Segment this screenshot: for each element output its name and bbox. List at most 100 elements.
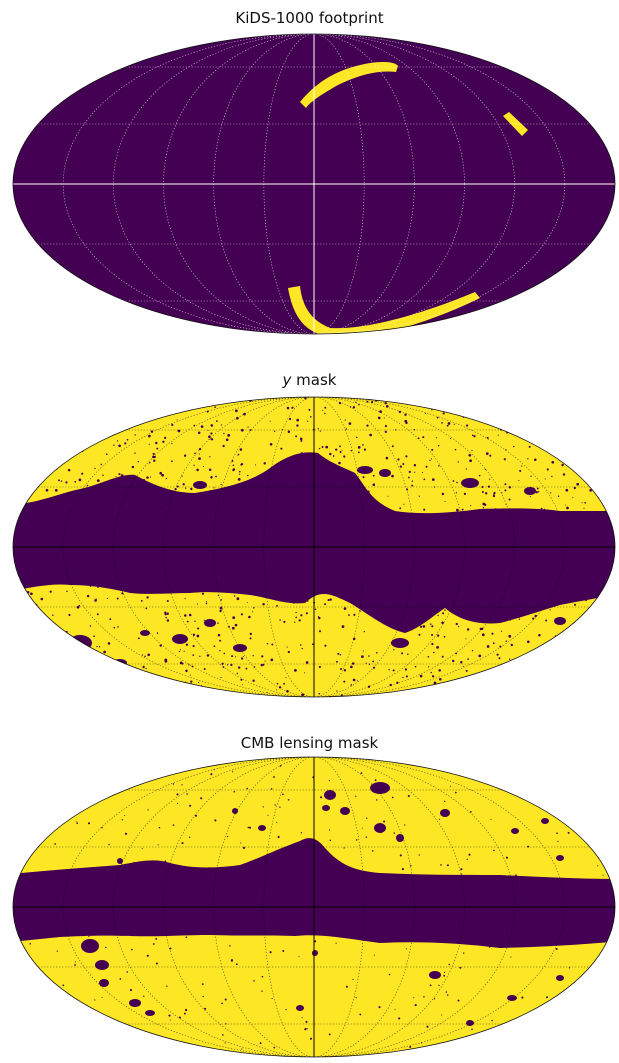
point-source-hole — [182, 483, 185, 486]
point-source-hole — [301, 1017, 303, 1019]
point-source-hole — [607, 632, 610, 635]
point-source-hole — [31, 883, 33, 885]
point-source-hole — [478, 881, 481, 883]
point-source-hole — [84, 665, 86, 667]
point-source-hole — [458, 571, 460, 573]
point-source-hole — [517, 691, 519, 694]
point-source-hole — [542, 896, 544, 899]
point-source-hole — [156, 492, 159, 496]
point-source-hole — [294, 475, 297, 478]
point-source-hole — [169, 573, 172, 576]
point-source-hole — [505, 922, 508, 925]
point-source-hole — [100, 567, 103, 570]
point-source-hole — [544, 478, 546, 480]
point-source-hole — [355, 436, 358, 439]
point-source-hole — [271, 696, 273, 697]
point-source-hole — [132, 668, 135, 672]
point-source-hole — [163, 695, 166, 697]
point-source-hole — [472, 594, 476, 598]
point-source-hole — [279, 765, 282, 767]
point-source-hole — [389, 887, 391, 889]
point-source-hole — [235, 409, 238, 413]
point-source-hole — [565, 554, 569, 557]
point-source-hole — [94, 999, 96, 1001]
point-source-hole — [501, 492, 503, 494]
point-source-hole — [524, 411, 526, 413]
point-source-hole — [594, 473, 597, 477]
point-source-hole — [329, 861, 331, 863]
point-source-hole — [431, 625, 434, 628]
point-source-hole — [18, 1011, 21, 1014]
point-source-hole — [212, 505, 215, 508]
point-source-hole — [611, 457, 613, 459]
point-source-hole — [431, 448, 434, 451]
point-source-hole — [323, 930, 326, 933]
point-source-hole — [38, 534, 41, 537]
point-source-hole — [50, 436, 53, 439]
point-source-hole — [546, 656, 549, 660]
point-source-hole — [276, 605, 278, 607]
point-source-hole — [446, 864, 449, 867]
point-source-hole — [427, 655, 430, 658]
point-source-hole — [377, 397, 381, 401]
point-source-hole — [148, 434, 151, 438]
point-source-hole — [458, 626, 460, 628]
point-source-hole — [321, 446, 324, 448]
point-source-hole — [65, 414, 67, 416]
point-source-hole — [118, 512, 120, 515]
point-source-hole — [242, 684, 244, 686]
point-source-hole — [143, 478, 145, 481]
point-source-hole — [286, 646, 288, 648]
point-source-hole — [294, 856, 296, 858]
point-source-hole — [126, 542, 130, 545]
point-source-hole — [205, 601, 207, 603]
point-source-hole — [470, 505, 472, 507]
point-source-hole — [80, 408, 82, 410]
point-source-hole — [428, 405, 431, 408]
point-source-hole — [115, 514, 117, 516]
point-source-hole — [578, 912, 581, 915]
point-source-hole — [379, 539, 381, 541]
point-source-hole — [583, 928, 586, 931]
point-source-hole — [325, 445, 329, 449]
point-source-hole — [431, 633, 434, 637]
point-source-hole — [331, 473, 333, 475]
point-source-hole — [345, 985, 348, 988]
point-source-hole — [98, 646, 101, 648]
point-source-hole — [414, 1004, 417, 1007]
point-source-hole — [501, 901, 504, 904]
point-source-hole — [468, 453, 472, 457]
point-source-hole — [606, 523, 609, 526]
point-source-hole — [374, 571, 377, 574]
point-source-hole — [433, 587, 436, 591]
point-source-hole — [468, 853, 471, 856]
point-source-hole — [451, 404, 453, 406]
point-source-hole — [45, 488, 49, 492]
point-source-hole — [448, 963, 451, 966]
point-source-hole — [404, 550, 408, 554]
point-source-hole — [533, 665, 536, 667]
point-source-hole — [311, 470, 314, 473]
point-source-hole — [41, 560, 44, 563]
point-source-hole — [566, 506, 569, 510]
point-source-hole — [220, 677, 222, 679]
point-source-hole — [390, 575, 393, 578]
point-source-hole — [387, 495, 389, 497]
point-source-hole — [279, 619, 281, 621]
point-source-hole — [269, 859, 271, 862]
point-source-hole — [177, 690, 179, 692]
point-source-hole — [506, 531, 509, 534]
point-source-hole — [125, 410, 127, 412]
point-source-hole — [143, 588, 146, 591]
point-source-hole — [240, 678, 243, 681]
mask-hole — [95, 960, 109, 970]
point-source-hole — [200, 511, 203, 514]
point-source-hole — [295, 925, 298, 928]
point-source-hole — [357, 446, 361, 449]
point-source-hole — [410, 540, 412, 542]
point-source-hole — [293, 554, 296, 558]
point-source-hole — [590, 543, 593, 545]
point-source-hole — [252, 611, 254, 613]
point-source-hole — [85, 647, 87, 649]
point-source-hole — [332, 858, 334, 860]
